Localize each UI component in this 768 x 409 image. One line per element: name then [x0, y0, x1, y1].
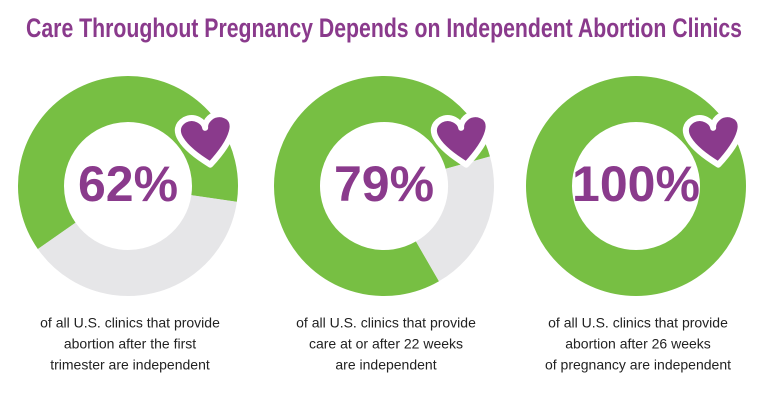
caption-line: of pregnancy are independent [545, 357, 731, 373]
caption-line: trimester are independent [50, 357, 210, 373]
caption-line: of all U.S. clinics that provide [548, 315, 728, 331]
heart-icon [682, 111, 744, 168]
donut-segment [526, 76, 746, 296]
caption-line: abortion after the first [64, 336, 196, 352]
caption-line: abortion after 26 weeks [565, 336, 711, 352]
heart-icon [430, 111, 492, 168]
donut-segment [18, 76, 238, 296]
caption-line: are independent [335, 357, 436, 373]
caption-line: of all U.S. clinics that provide [40, 315, 220, 331]
value-label: 62% [78, 156, 178, 212]
caption-line: care at or after 22 weeks [309, 336, 463, 352]
value-label: 79% [334, 156, 434, 212]
heart-icon [174, 111, 236, 168]
caption-line: of all U.S. clinics that provide [296, 315, 476, 331]
title: Care Throughout Pregnancy Depends on Ind… [26, 13, 742, 43]
value-label: 100% [572, 156, 700, 212]
